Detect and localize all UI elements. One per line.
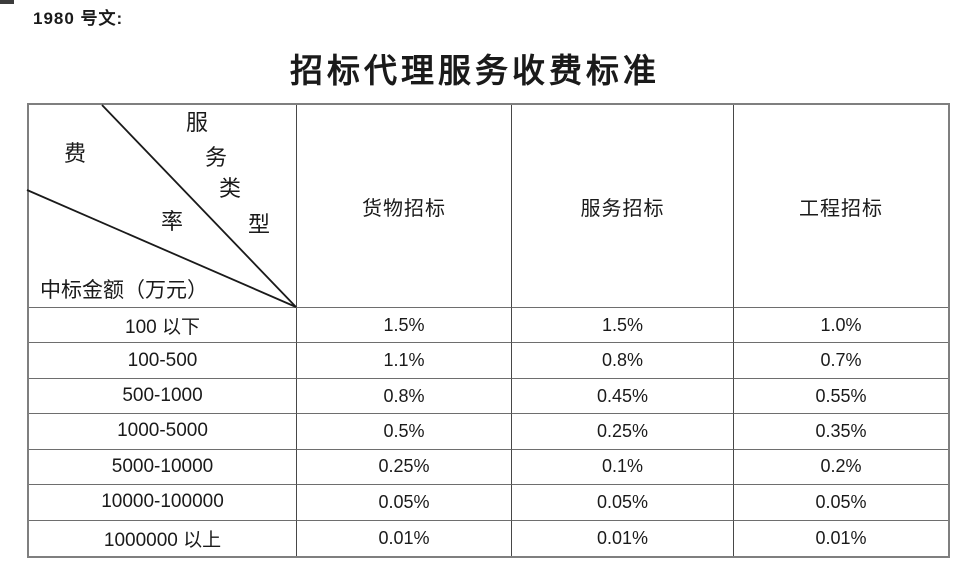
rate-cell: 0.35% (734, 414, 948, 450)
rate-cell: 0.8% (297, 378, 512, 415)
rate-cell: 0.2% (734, 450, 948, 486)
rate-cell: 0.1% (512, 449, 734, 486)
rate-cell: 0.25% (297, 449, 512, 486)
diagonal-label-rate-char: 率 (161, 209, 184, 234)
rate-cell: 1.1% (297, 343, 512, 379)
diagonal-label-type-char: 务 (205, 145, 228, 170)
amount-range-cell: 1000-5000 (29, 414, 297, 450)
diagonal-header-cell: 服 务 类 型 费 率 中标金额（万元） (26, 104, 297, 308)
amount-range-cell: 100-500 (29, 343, 297, 379)
rate-cell: 0.45% (512, 378, 734, 415)
page-title: 招标代理服务收费标准 (290, 54, 660, 90)
rate-cell: 0.01% (512, 520, 734, 556)
diagonal-label-type-char: 服 (186, 110, 209, 135)
rate-cell: 0.05% (297, 485, 512, 521)
rate-cell: 0.55% (734, 379, 948, 415)
amount-range-cell: 5000-10000 (29, 449, 297, 486)
amount-range-cell: 1000000 以上 (29, 520, 297, 556)
rate-cell: 0.7% (734, 343, 948, 379)
amount-range-cell: 500-1000 (29, 378, 297, 415)
rate-cell: 0.5% (297, 414, 512, 450)
column-header-engineering: 工程招标 (734, 105, 948, 308)
scan-artifact (0, 0, 14, 4)
diagonal-label-type-char: 型 (248, 212, 271, 237)
rate-cell: 0.8% (512, 343, 734, 379)
rate-cell: 0.01% (297, 520, 512, 556)
diagonal-divider-lines (26, 104, 297, 308)
column-header-services: 服务招标 (512, 105, 734, 308)
diagonal-label-rate-char: 费 (64, 141, 87, 166)
diagonal-label-amount: 中标金额（万元） (40, 278, 208, 302)
rate-cell: 0.05% (734, 485, 948, 521)
column-header-goods: 货物招标 (297, 105, 512, 308)
rate-cell: 0.25% (512, 414, 734, 450)
rate-cell: 1.5% (297, 308, 512, 344)
diagonal-label-type-char: 类 (219, 176, 242, 201)
fee-rate-table: 服 务 类 型 费 率 中标金额（万元） 货物招标 服务招标 工程招标 100 … (26, 103, 950, 558)
amount-range-cell: 10000-100000 (29, 485, 297, 521)
amount-range-cell: 100 以下 (29, 308, 297, 344)
rate-cell: 1.5% (512, 308, 734, 344)
rate-cell: 0.01% (815, 527, 867, 548)
rate-cell: 1.0% (734, 308, 948, 344)
document-number: 1980 号文: (33, 9, 124, 28)
rate-cell: 0.05% (512, 485, 734, 521)
